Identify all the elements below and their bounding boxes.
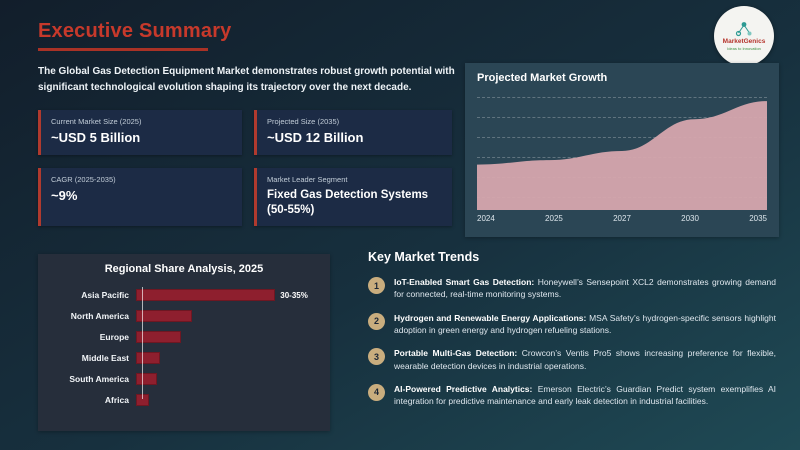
area-series: [477, 101, 767, 210]
bar-value-label: 30-35%: [280, 290, 308, 300]
key-market-trends: Key Market Trends 1 IoT-Enabled Smart Ga…: [362, 250, 782, 419]
trend-body: Emerson Electric’s Guardian Predict syst…: [394, 383, 776, 407]
x-tick: 2030: [681, 214, 699, 223]
regional-chart-title: Regional Share Analysis, 2025: [104, 263, 264, 275]
stat-card-cagr: CAGR (2025-2035) ~9%: [38, 168, 242, 226]
bar: [136, 289, 276, 301]
trend-lead: IoT-Enabled Smart Gas Detection:: [394, 277, 535, 287]
bar-track: [136, 394, 316, 406]
trend-number-badge: 4: [368, 383, 385, 401]
trend-number-badge: 3: [368, 348, 385, 366]
bar-row: Africa: [48, 394, 316, 406]
stat-value: ~USD 5 Billion: [51, 130, 141, 145]
trend-number-badge: 2: [368, 312, 385, 330]
x-axis-labels: 2024 2025 2027 2030 2035: [477, 214, 767, 223]
trend-body: Honeywell’s Sensepoint XCL2 demonstrates…: [394, 277, 776, 300]
bar-category-label: Asia Pacific: [81, 290, 129, 300]
x-tick: 2027: [613, 214, 631, 223]
stat-label: CAGR (2025-2035): [51, 175, 116, 184]
stat-label: Market Leader Segment: [267, 175, 348, 184]
stat-card-current-market-size: Current Market Size (2025) ~USD 5 Billio…: [38, 110, 242, 155]
bar-category-label: Africa: [104, 395, 129, 405]
trend-item: 3 Portable Multi-Gas Detection: Crowcon’…: [362, 347, 782, 372]
trend-body: Crowcon’s Ventis Pro5 shows increasing p…: [394, 348, 776, 371]
trend-text: AI-Powered Predictive Analytics: Emerson…: [394, 383, 776, 408]
bar-category-label: Middle East: [81, 353, 129, 363]
bar: [136, 310, 192, 322]
stat-value: Fixed Gas Detection Systems (50-55%): [267, 189, 429, 216]
bar: [136, 352, 160, 364]
trend-item: 2 Hydrogen and Renewable Energy Applicat…: [362, 312, 782, 337]
logo: MarketGenics Ideas to Innovation: [714, 6, 774, 66]
intro-text: The Global Gas Detection Equipment Marke…: [38, 66, 455, 93]
bar: [136, 373, 158, 385]
stat-label: Projected Size (2035): [267, 117, 340, 126]
logo-brand: MarketGenics: [722, 38, 766, 45]
bar-row: Middle East: [48, 352, 316, 364]
trend-text: Hydrogen and Renewable Energy Applicatio…: [394, 312, 776, 337]
trend-text: Portable Multi-Gas Detection: Crowcon’s …: [394, 347, 776, 372]
regional-chart-panel: Regional Share Analysis, 2025 Asia Pacif…: [38, 254, 330, 431]
trend-number-badge: 1: [368, 277, 385, 294]
bar-track: 30-35%: [136, 289, 316, 301]
bar-track: [136, 310, 316, 322]
page-title: Executive Summary: [38, 20, 232, 42]
bar-row: South America: [48, 373, 316, 385]
stat-value: ~9%: [51, 188, 78, 203]
title-underline: [38, 48, 208, 51]
stat-value: ~USD 12 Billion: [267, 130, 364, 145]
bar-row: North America: [48, 310, 316, 322]
stat-card-market-leader-segment: Market Leader Segment Fixed Gas Detectio…: [254, 168, 452, 226]
stat-cards: Current Market Size (2025) ~USD 5 Billio…: [38, 110, 452, 226]
bar-row: Asia Pacific 30-35%: [48, 289, 316, 301]
bar-category-label: South America: [69, 374, 129, 384]
bar-track: [136, 331, 316, 343]
bar-row: Europe: [48, 331, 316, 343]
trend-text: IoT-Enabled Smart Gas Detection: Honeywe…: [394, 276, 776, 301]
trend-lead: AI-Powered Predictive Analytics:: [394, 383, 533, 394]
bar-category-label: Europe: [99, 332, 129, 342]
trend-lead: Hydrogen and Renewable Energy Applicatio…: [394, 312, 587, 323]
growth-chart-title: Projected Market Growth: [477, 72, 608, 84]
bar: [136, 331, 181, 343]
stat-card-projected-size: Projected Size (2035) ~USD 12 Billion: [254, 110, 452, 155]
trend-item: 4 AI-Powered Predictive Analytics: Emers…: [362, 383, 782, 408]
logo-tagline: Ideas to Innovation: [727, 46, 761, 51]
gridline: [477, 116, 767, 118]
gridline: [477, 96, 767, 98]
bar-category-label: North America: [70, 311, 129, 321]
trend-lead: Portable Multi-Gas Detection:: [394, 348, 518, 359]
trends-title: Key Market Trends: [368, 250, 480, 264]
molecule-icon: [735, 22, 752, 37]
bar-track: [136, 352, 316, 364]
gridline: [477, 136, 767, 138]
regional-bars: Asia Pacific 30-35% North America Europe Mid…: [48, 287, 320, 406]
x-tick: 2024: [477, 214, 495, 223]
trend-item: 1 IoT-Enabled Smart Gas Detection: Honey…: [362, 276, 782, 301]
x-tick: 2025: [545, 214, 563, 223]
y-axis-line: [142, 287, 143, 399]
bar-track: [136, 373, 316, 385]
trend-body: MSA Safety’s hydrogen-specific sensors h…: [394, 312, 776, 335]
growth-chart: [477, 92, 767, 210]
growth-chart-panel: Projected Market Growth 2024 2025 2027 2…: [465, 63, 779, 237]
stat-label: Current Market Size (2025): [51, 117, 142, 126]
x-tick: 2035: [749, 214, 767, 223]
